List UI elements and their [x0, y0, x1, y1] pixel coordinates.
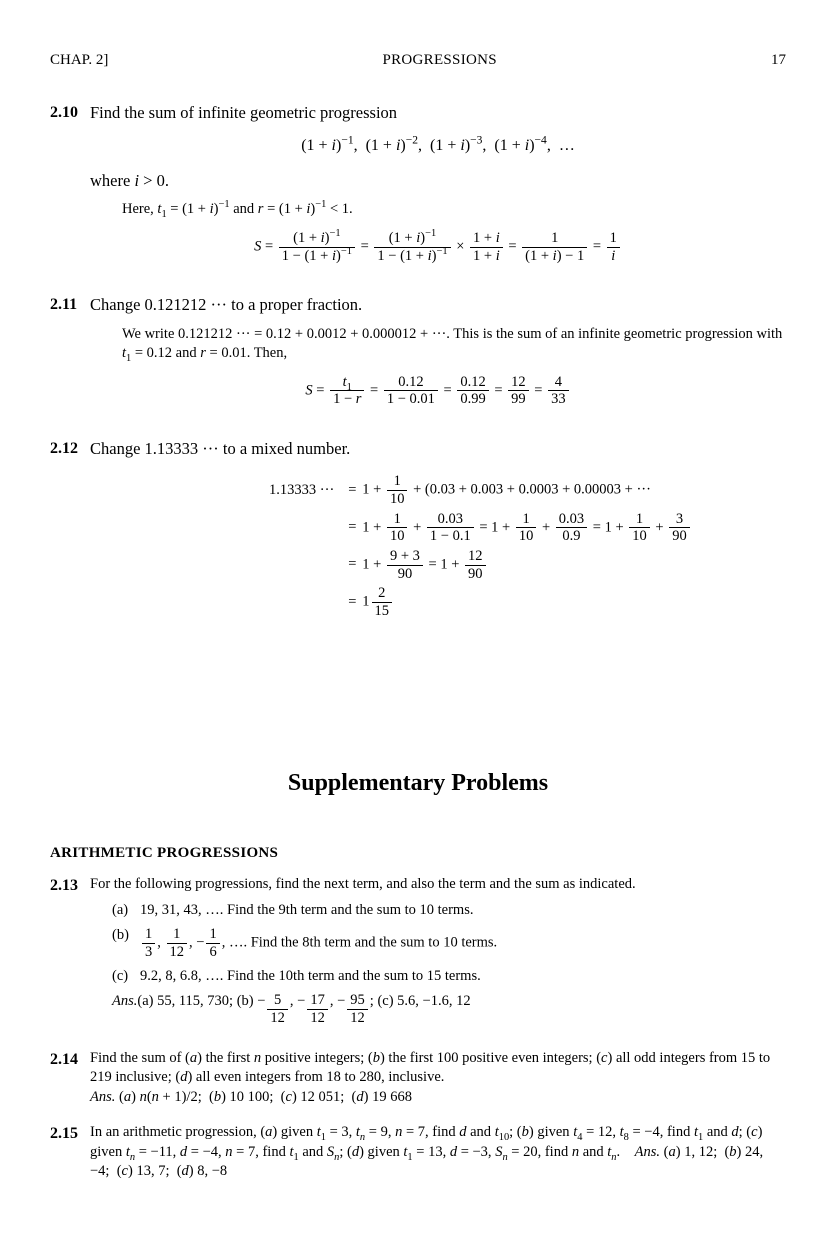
problem-head: Change 1.13333 ··· to a mixed number.	[90, 438, 786, 460]
header-left: CHAP. 2]	[50, 50, 108, 70]
equation-terms: (1 + i)−1, (1 + i)−2, (1 + i)−3, (1 + i)…	[90, 135, 786, 157]
problem-number: 2.15	[50, 1123, 90, 1182]
equation-S: S = t11 − r = 0.121 − 0.01 = 0.120.99 = …	[90, 374, 786, 408]
page-number: 17	[771, 50, 786, 70]
problem-head: Find the sum of infinite geometric progr…	[90, 102, 786, 124]
solution-note: Here, t1 = (1 + i)−1 and r = (1 + i)−1 <…	[122, 200, 786, 220]
problem-head: Find the sum of (a) the first n positive…	[90, 1049, 786, 1088]
problem-head: In an arithmetic progression, (a) given …	[90, 1123, 786, 1182]
where-clause: where i > 0.	[90, 170, 786, 192]
problem-head: Change 0.121212 ··· to a proper fraction…	[90, 294, 786, 316]
equation-S: S = (1 + i)−11 − (1 + i)−1 = (1 + i)−11 …	[90, 230, 786, 264]
problem-head: For the following progressions, find the…	[90, 875, 786, 895]
header-center: PROGRESSIONS	[382, 50, 496, 70]
problem-2-14: 2.14 Find the sum of (a) the first n pos…	[50, 1049, 786, 1108]
item-c: (c)9.2, 8, 6.8, …. Find the 10th term an…	[112, 967, 786, 987]
problem-number: 2.12	[50, 438, 90, 637]
answer: Ans. (a) n(n + 1)/2; (b) 10 100; (c) 12 …	[90, 1088, 786, 1108]
item-a: (a)19, 31, 43, …. Find the 9th term and …	[112, 901, 786, 921]
problem-number: 2.10	[50, 102, 90, 278]
equation-aligned: 1.13333 ··· = 1 + 110 + (0.03 + 0.003 + …	[150, 470, 786, 622]
answer: Ans. (a) 55, 115, 730; (b) − 512, −1712,…	[112, 992, 786, 1026]
problem-number: 2.13	[50, 875, 90, 1032]
problem-number: 2.14	[50, 1049, 90, 1108]
problem-2-11: 2.11 Change 0.121212 ··· to a proper fra…	[50, 294, 786, 422]
problem-2-15: 2.15 In an arithmetic progression, (a) g…	[50, 1123, 786, 1182]
problem-2-10: 2.10 Find the sum of infinite geometric …	[50, 102, 786, 278]
section-arithmetic: ARITHMETIC PROGRESSIONS	[50, 843, 786, 863]
item-b: (b)13, 112, −16, …. Find the 8th term an…	[112, 926, 786, 960]
supplementary-title: Supplementary Problems	[50, 767, 786, 799]
solution-text: We write 0.121212 ··· = 0.12 + 0.0012 + …	[122, 325, 786, 364]
page-header: CHAP. 2] PROGRESSIONS 17	[50, 50, 786, 70]
problem-2-12: 2.12 Change 1.13333 ··· to a mixed numbe…	[50, 438, 786, 637]
problem-number: 2.11	[50, 294, 90, 422]
problem-2-13: 2.13 For the following progressions, fin…	[50, 875, 786, 1032]
